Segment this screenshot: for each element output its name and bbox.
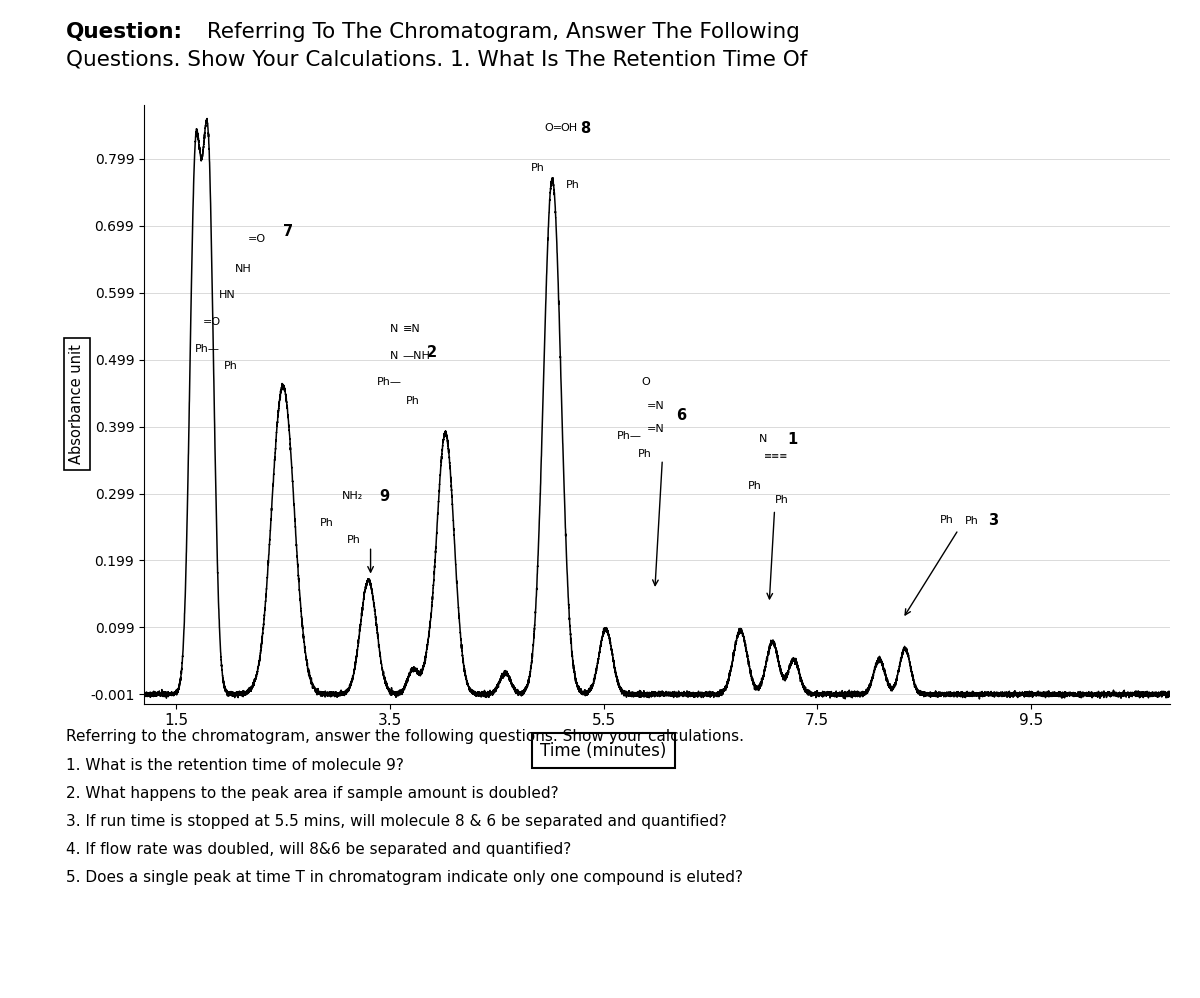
Text: =N: =N (647, 401, 664, 411)
Text: 7: 7 (283, 225, 293, 240)
Text: Ph: Ph (530, 164, 545, 174)
Text: 9: 9 (379, 489, 389, 504)
Text: Ph: Ph (965, 516, 979, 526)
Text: N: N (390, 350, 398, 360)
Text: Ph: Ph (406, 395, 420, 405)
Text: Referring to the chromatogram, answer the following questions. Show your calcula: Referring to the chromatogram, answer th… (66, 729, 744, 744)
Y-axis label: Absorbance unit: Absorbance unit (70, 344, 84, 464)
Text: Ph: Ph (320, 518, 335, 528)
Text: 4. If flow rate was doubled, will 8&6 be separated and quantified?: 4. If flow rate was doubled, will 8&6 be… (66, 842, 571, 857)
Text: Ph: Ph (637, 449, 652, 459)
Text: —NH: —NH (403, 350, 431, 360)
Text: OH: OH (560, 123, 578, 133)
Text: Referring To The Chromatogram, Answer The Following: Referring To The Chromatogram, Answer Th… (200, 22, 800, 42)
Text: HN: HN (218, 290, 235, 300)
Text: Ph: Ph (748, 481, 762, 491)
Text: 6: 6 (677, 408, 686, 423)
Text: ≡N: ≡N (403, 324, 420, 334)
Text: O=: O= (545, 123, 563, 133)
Text: 5. Does a single peak at time T in chromatogram indicate only one compound is el: 5. Does a single peak at time T in chrom… (66, 870, 743, 885)
Text: Ph—: Ph— (377, 377, 402, 387)
Text: NH₂: NH₂ (342, 491, 362, 501)
Text: ≡≡≡: ≡≡≡ (764, 451, 788, 461)
Text: Ph: Ph (566, 180, 580, 190)
Text: 2: 2 (427, 345, 437, 360)
Text: 2. What happens to the peak area if sample amount is doubled?: 2. What happens to the peak area if samp… (66, 786, 559, 801)
Text: Time (minutes): Time (minutes) (540, 742, 667, 759)
Text: 1. What is the retention time of molecule 9?: 1. What is the retention time of molecul… (66, 758, 404, 773)
Text: NH: NH (235, 263, 252, 273)
Text: Questions. Show Your Calculations. 1. What Is The Retention Time Of: Questions. Show Your Calculations. 1. Wh… (66, 50, 808, 70)
Text: =O: =O (203, 317, 221, 327)
Text: O: O (641, 377, 649, 387)
Text: Ph: Ph (347, 535, 361, 545)
Text: 1: 1 (787, 432, 798, 447)
Text: Ph: Ph (941, 515, 954, 525)
Text: 3: 3 (989, 513, 998, 528)
Text: Question:: Question: (66, 22, 182, 42)
Text: 8: 8 (580, 121, 590, 136)
Text: 3. If run time is stopped at 5.5 mins, will molecule 8 & 6 be separated and quan: 3. If run time is stopped at 5.5 mins, w… (66, 814, 727, 829)
Text: Ph—: Ph— (617, 431, 641, 441)
Text: Ph—: Ph— (196, 344, 221, 354)
Text: N: N (390, 324, 398, 334)
Text: Ph: Ph (224, 360, 238, 370)
Text: =N: =N (647, 424, 664, 434)
Text: =O: =O (247, 234, 265, 244)
Text: Ph: Ph (774, 495, 788, 505)
Text: N: N (758, 434, 767, 444)
